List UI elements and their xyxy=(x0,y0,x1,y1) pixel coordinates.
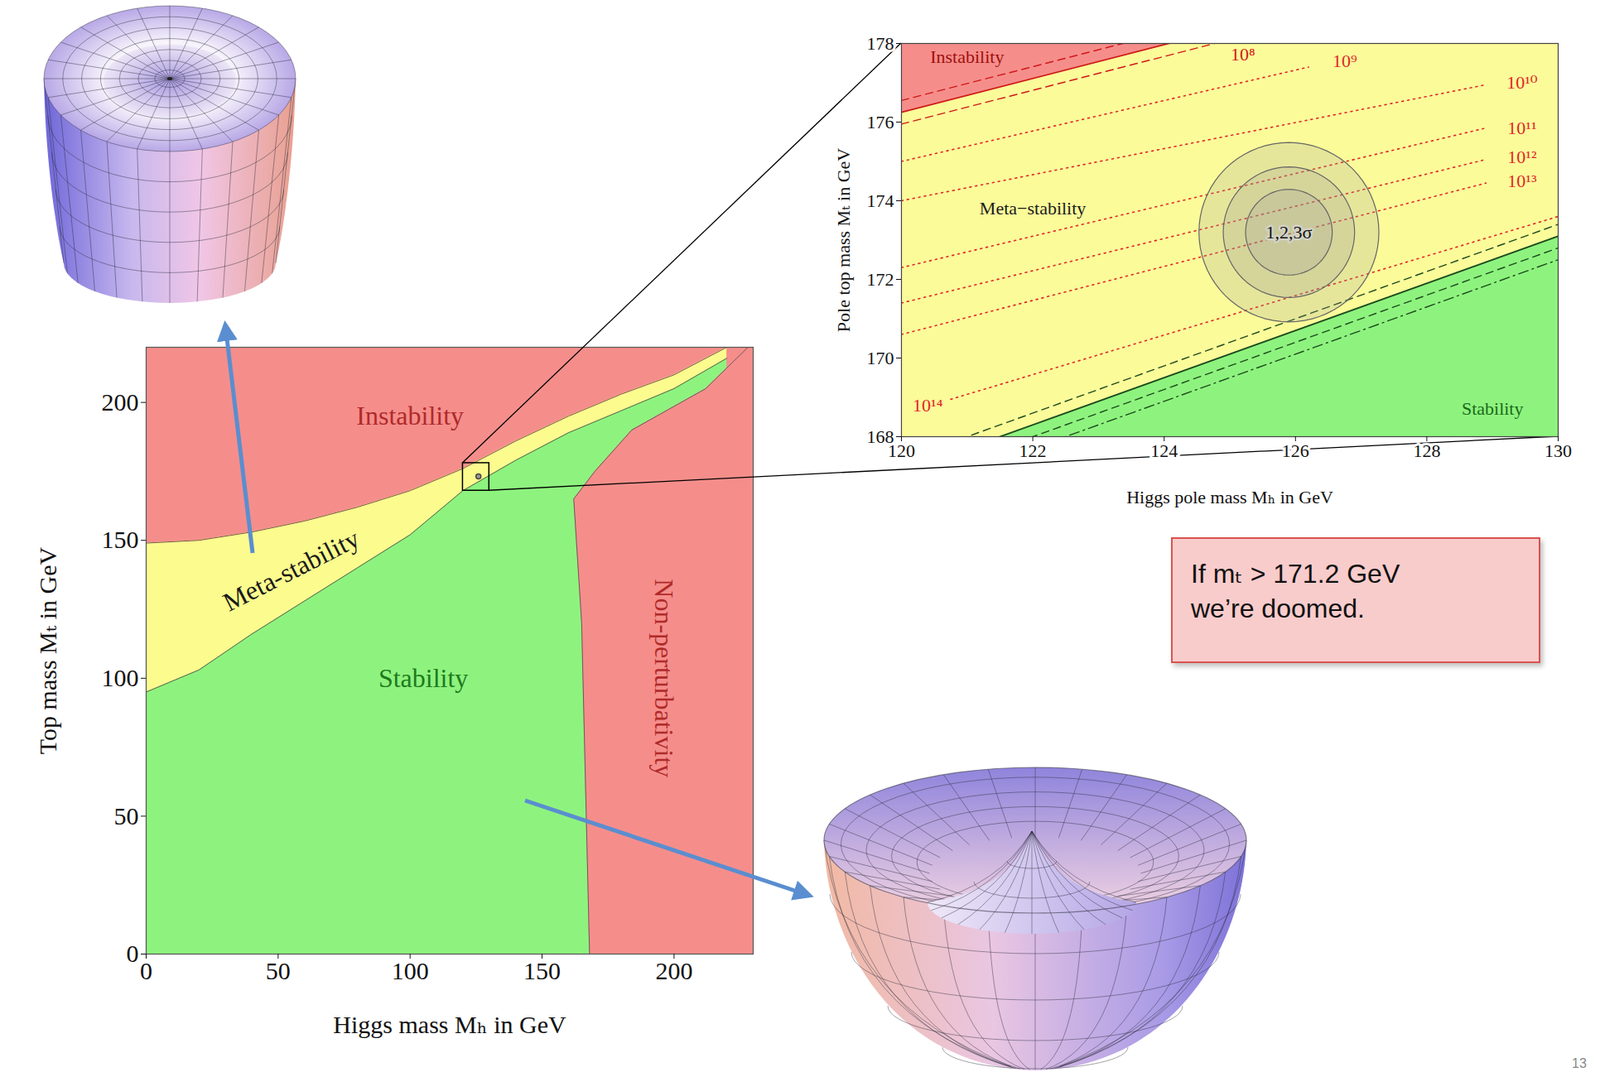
svg-text:Stability: Stability xyxy=(1461,398,1524,420)
svg-text:170: 170 xyxy=(867,347,895,369)
svg-text:100: 100 xyxy=(101,664,140,692)
svg-text:176: 176 xyxy=(867,111,895,133)
svg-text:Meta-stability: Meta-stability xyxy=(217,523,364,618)
svg-text:10¹²: 10¹² xyxy=(1507,146,1538,168)
svg-text:120: 120 xyxy=(887,440,916,462)
svg-text:Meta−stability: Meta−stability xyxy=(979,197,1087,219)
svg-text:178: 178 xyxy=(867,33,895,54)
svg-text:10¹³: 10¹³ xyxy=(1507,170,1538,192)
svg-text:130: 130 xyxy=(1544,440,1572,462)
html-text:we’re doomed.: we’re doomed. xyxy=(1190,593,1365,624)
svg-text:Higgs pole mass Mₕ in GeV: Higgs pole mass Mₕ in GeV xyxy=(1126,486,1334,508)
svg-text:Stability: Stability xyxy=(378,663,468,694)
svg-text:0: 0 xyxy=(139,957,153,985)
svg-text:174: 174 xyxy=(867,190,895,212)
svg-text:100: 100 xyxy=(391,957,429,985)
svg-text:50: 50 xyxy=(265,957,291,985)
svg-text:Instability: Instability xyxy=(356,400,464,431)
svg-text:128: 128 xyxy=(1412,440,1441,462)
svg-text:150: 150 xyxy=(523,957,561,985)
svg-text:Instability: Instability xyxy=(930,46,1004,68)
svg-text:50: 50 xyxy=(114,802,140,830)
svg-text:10⁸: 10⁸ xyxy=(1230,43,1256,65)
svg-text:10¹⁰: 10¹⁰ xyxy=(1506,72,1538,93)
svg-text:10¹⁴: 10¹⁴ xyxy=(912,395,944,416)
svg-text:172: 172 xyxy=(867,269,895,290)
svg-text:10⁹: 10⁹ xyxy=(1332,50,1358,72)
svg-text:10¹¹: 10¹¹ xyxy=(1507,117,1537,139)
svg-text:Pole top mass Mₜ in GeV: Pole top mass Mₜ in GeV xyxy=(833,148,854,333)
svg-text:Top mass Mₜ in GeV: Top mass Mₜ in GeV xyxy=(33,547,62,756)
svg-text:1,2,3σ: 1,2,3σ xyxy=(1265,221,1312,243)
svg-text:126: 126 xyxy=(1281,440,1310,462)
svg-text:150: 150 xyxy=(101,525,140,554)
svg-text:Non-perturbativity: Non-perturbativity xyxy=(649,578,680,778)
svg-text:200: 200 xyxy=(655,957,693,985)
svg-text:122: 122 xyxy=(1019,440,1047,462)
svg-text:168: 168 xyxy=(867,426,895,448)
svg-text:124: 124 xyxy=(1150,440,1178,462)
html-text:13: 13 xyxy=(1571,1056,1587,1071)
svg-text:0: 0 xyxy=(126,939,140,968)
svg-text:Higgs mass Mₕ in GeV: Higgs mass Mₕ in GeV xyxy=(332,1011,567,1039)
html-text:If mₜ > 171.2 GeV: If mₜ > 171.2 GeV xyxy=(1190,559,1400,589)
svg-text:200: 200 xyxy=(101,388,140,416)
